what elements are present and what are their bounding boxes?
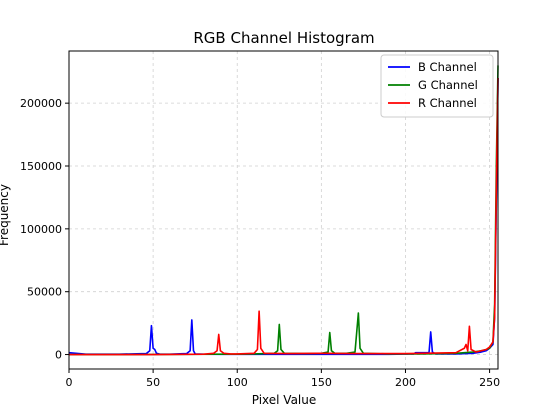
legend-label: R Channel: [418, 96, 477, 110]
y-tick-label: 50000: [27, 286, 62, 299]
x-axis-ticks: 0 50 100 150 200 250: [66, 369, 500, 389]
y-tick-label: 100000: [20, 223, 62, 236]
series-line-1: [68, 78, 499, 356]
x-tick-label: 50: [146, 376, 160, 389]
y-tick-label: 0: [55, 349, 62, 362]
x-tick-label: 100: [227, 376, 248, 389]
plot-frame: [68, 50, 499, 370]
series-lines: [68, 65, 499, 356]
x-tick-label: 0: [66, 376, 73, 389]
legend-label: B Channel: [418, 60, 477, 74]
y-tick-label: 150000: [20, 160, 62, 173]
chart-title: RGB Channel Histogram: [193, 29, 374, 47]
series-line-3: [69, 78, 499, 356]
x-tick-label: 150: [311, 376, 332, 389]
y-axis-ticks: 0 50000 100000 150000 200000: [20, 97, 69, 362]
x-axis-label: Pixel Value: [252, 393, 317, 407]
legend: B Channel G Channel R Channel: [380, 54, 494, 118]
legend-label: G Channel: [418, 78, 478, 92]
x-tick-label: 250: [479, 376, 500, 389]
legend-box: [380, 54, 494, 118]
x-tick-label: 200: [395, 376, 416, 389]
y-axis-label: Frequency: [0, 184, 11, 246]
y-tick-label: 200000: [20, 97, 62, 110]
